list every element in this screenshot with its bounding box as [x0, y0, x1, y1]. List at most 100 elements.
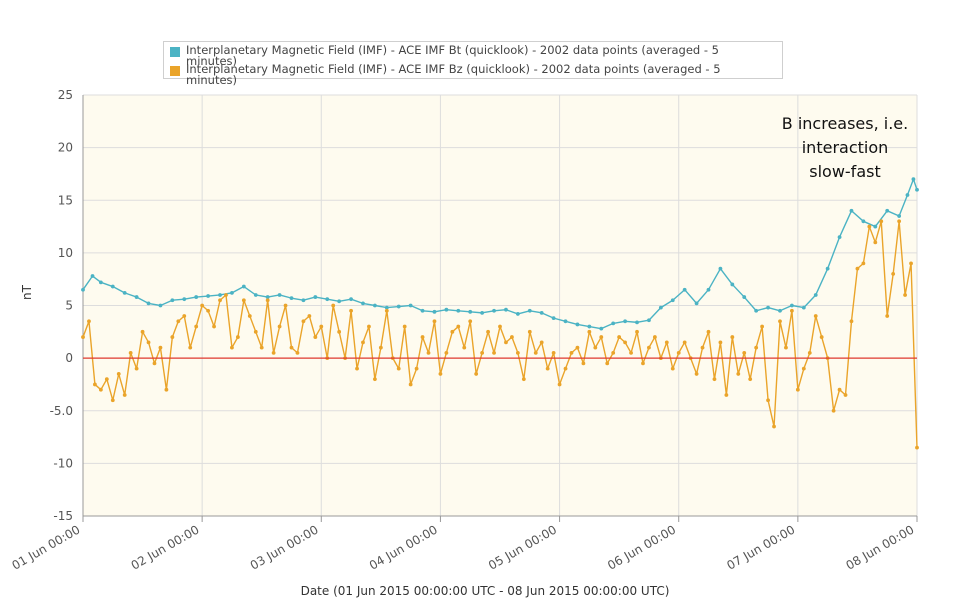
- data-point-bz: [456, 324, 461, 329]
- data-point-bt: [194, 295, 199, 299]
- data-point-bz: [623, 340, 627, 345]
- data-point-bz: [539, 340, 544, 345]
- data-point-bz: [795, 387, 800, 392]
- data-point-bz: [879, 219, 884, 224]
- legend-swatch-bz: [170, 66, 180, 76]
- data-point-bt: [206, 294, 211, 298]
- data-point-bt: [110, 284, 115, 289]
- data-point-bt: [456, 308, 461, 313]
- data-point-bt: [635, 320, 639, 325]
- data-point-bt: [575, 322, 580, 327]
- data-point-bz: [754, 345, 759, 350]
- data-point-bz: [224, 293, 228, 297]
- data-point-bt: [905, 193, 910, 197]
- data-point-bt: [468, 309, 473, 314]
- y-tick-label: -5.0: [50, 404, 73, 418]
- data-point-bz: [569, 350, 574, 355]
- data-point-bz: [313, 335, 318, 339]
- x-tick-label: 01 Jun 00:00: [9, 522, 82, 572]
- data-point-bz: [813, 314, 818, 318]
- data-point-bt: [742, 295, 747, 299]
- data-point-bt: [766, 305, 770, 310]
- data-point-bt: [134, 295, 139, 299]
- x-tick-label: 04 Jun 00:00: [367, 522, 440, 572]
- legend-swatch-bt: [170, 47, 180, 57]
- data-point-bz: [480, 350, 485, 355]
- chart-annotation: B increases, i.e. interaction slow-fast: [781, 114, 909, 181]
- data-point-bz: [515, 350, 520, 355]
- data-point-bt: [480, 310, 485, 315]
- data-point-bt: [658, 305, 663, 310]
- data-point-bz: [527, 329, 532, 334]
- data-point-bz: [206, 308, 211, 313]
- data-point-bz: [355, 366, 359, 371]
- data-point-bz: [730, 335, 735, 339]
- data-point-bz: [891, 272, 896, 276]
- data-point-bz: [384, 308, 389, 313]
- data-point-bz: [271, 350, 276, 355]
- data-point-bz: [712, 377, 717, 382]
- data-point-bz: [801, 366, 806, 371]
- data-point-bz: [444, 350, 449, 355]
- x-tick-label: 07 Jun 00:00: [724, 522, 797, 572]
- chart-legend: Interplanetary Magnetic Field (IMF) - AC…: [163, 41, 783, 86]
- data-point-bt: [384, 305, 389, 310]
- data-point-bz: [218, 298, 222, 303]
- y-tick-label: 10: [58, 246, 73, 260]
- data-point-bz: [885, 314, 890, 318]
- data-point-bt: [915, 187, 919, 192]
- data-point-bt: [504, 307, 508, 312]
- data-point-bz: [652, 335, 657, 339]
- data-point-bz: [819, 335, 824, 339]
- data-point-bz: [766, 398, 770, 403]
- data-point-bt: [81, 287, 85, 292]
- data-point-bz: [551, 350, 556, 355]
- data-point-bt: [301, 298, 306, 303]
- y-tick-label: 25: [58, 88, 73, 102]
- data-point-bz: [903, 293, 907, 297]
- data-point-bz: [259, 345, 264, 350]
- data-point-bz: [575, 345, 580, 350]
- data-point-bt: [563, 319, 568, 324]
- data-point-bz: [462, 345, 467, 350]
- data-point-bt: [182, 297, 187, 302]
- data-point-bz: [414, 366, 419, 371]
- data-point-bt: [718, 266, 723, 271]
- data-point-bz: [402, 324, 407, 329]
- data-point-bz: [790, 308, 794, 313]
- data-point-bt: [754, 308, 759, 313]
- data-point-bt: [551, 316, 556, 321]
- data-point-bt: [801, 305, 806, 310]
- data-point-bz: [849, 319, 854, 324]
- data-point-bz: [450, 329, 455, 334]
- data-point-bz: [373, 377, 377, 382]
- data-point-bz: [593, 345, 598, 350]
- data-point-bz: [289, 345, 294, 350]
- data-point-bz: [521, 377, 526, 382]
- data-point-bz: [164, 387, 169, 392]
- data-point-bz: [378, 345, 383, 350]
- data-point-bz: [909, 261, 913, 266]
- data-point-bt: [277, 293, 282, 297]
- data-point-bz: [361, 340, 365, 345]
- data-point-bz: [736, 372, 741, 376]
- y-tick-label: 5: [65, 299, 73, 313]
- data-point-bz: [432, 319, 437, 324]
- data-point-bz: [492, 350, 496, 355]
- data-point-bz: [307, 314, 312, 318]
- data-point-bt: [813, 293, 818, 297]
- data-point-bt: [790, 303, 794, 308]
- data-point-bz: [331, 303, 336, 308]
- data-point-bt: [313, 295, 318, 299]
- y-tick-label: -10: [53, 456, 73, 470]
- data-point-bt: [146, 301, 151, 306]
- data-point-bz: [122, 393, 127, 397]
- data-point-bz: [807, 350, 812, 355]
- data-point-bz: [158, 345, 163, 350]
- data-point-bt: [253, 293, 258, 297]
- x-tick-label: 05 Jun 00:00: [486, 522, 559, 572]
- data-point-bt: [289, 296, 294, 301]
- data-point-bz: [283, 303, 288, 308]
- data-point-bt: [682, 287, 687, 292]
- data-point-bz: [897, 219, 902, 224]
